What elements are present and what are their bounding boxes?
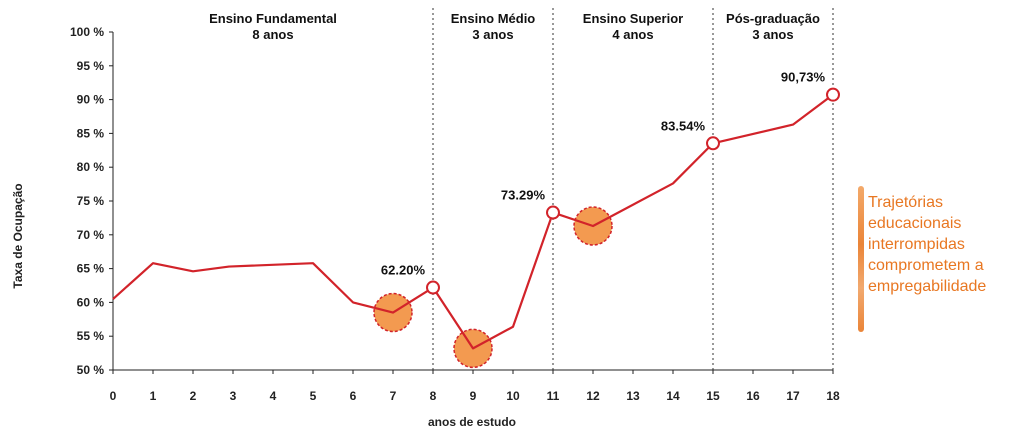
stage-duration: 3 anos [752, 27, 793, 42]
x-tick-label: 10 [506, 389, 520, 403]
y-tick-label: 50 % [77, 363, 105, 377]
y-tick-label: 70 % [77, 228, 105, 242]
stage-duration: 4 anos [612, 27, 653, 42]
point-value-label: 90,73% [781, 70, 826, 85]
x-tick-label: 5 [310, 389, 317, 403]
x-tick-label: 1 [150, 389, 157, 403]
point-value-label: 83.54% [661, 118, 706, 133]
x-axis-title: anos de estudo [428, 415, 516, 429]
side-note-line: empregabilidade [868, 278, 987, 295]
stage-name: Ensino Superior [583, 11, 683, 26]
y-tick-label: 100 % [70, 25, 104, 39]
stage-end-marker [426, 280, 440, 295]
x-tick-label: 4 [270, 389, 277, 403]
y-axis-ticks: 50 % 55 % 60 % 65 % 70 % 75 % 80 % 85 % 90 % 95 %… [70, 25, 113, 377]
stage-end-marker [546, 205, 560, 220]
y-tick-label: 55 % [77, 329, 105, 343]
x-tick-label: 17 [786, 389, 800, 403]
dropout-highlights [373, 206, 613, 369]
x-tick-label: 7 [390, 389, 397, 403]
x-tick-label: 16 [746, 389, 760, 403]
y-tick-label: 85 % [77, 126, 105, 140]
axes [112, 32, 833, 371]
side-note-line: Trajetórias [868, 194, 943, 211]
stage-name: Pós-graduação [726, 11, 820, 26]
y-tick-label: 95 % [77, 59, 105, 73]
point-labels: 62.20% 73.29% 83.54% 90,73% [381, 70, 826, 278]
y-tick-label: 60 % [77, 295, 105, 309]
side-note: Trajetórias educacionais interrompidas c… [858, 186, 1013, 332]
x-tick-label: 11 [547, 389, 560, 403]
y-tick-label: 65 % [77, 262, 105, 276]
x-tick-label: 18 [826, 389, 840, 403]
brush-stroke-decoration [858, 186, 864, 332]
series-line [112, 93, 834, 350]
x-tick-label: 0 [110, 389, 117, 403]
side-note-line: educacionais [868, 215, 962, 232]
stage-duration: 3 anos [472, 27, 513, 42]
x-tick-label: 12 [586, 389, 600, 403]
stage-end-markers [426, 87, 840, 295]
y-tick-label: 90 % [77, 93, 105, 107]
stage-end-marker [826, 87, 840, 102]
side-note-line: interrompidas [868, 236, 965, 253]
x-tick-label: 3 [230, 389, 237, 403]
stage-name: Ensino Médio [451, 11, 536, 26]
point-value-label: 73.29% [501, 188, 546, 203]
x-tick-label: 9 [470, 389, 477, 403]
series-lines [112, 93, 834, 350]
point-value-label: 62.20% [381, 263, 426, 278]
x-tick-label: 2 [190, 389, 197, 403]
x-tick-label: 6 [350, 389, 357, 403]
x-tick-label: 15 [706, 389, 720, 403]
x-tick-label: 13 [626, 389, 640, 403]
stage-duration: 8 anos [252, 27, 293, 42]
x-axis-ticks: 0 1 2 3 4 5 6 7 8 9 10 11 12 13 14 15 16 17 18 [110, 370, 840, 403]
stage-divider-lines [432, 8, 834, 370]
stage-end-marker [706, 136, 720, 151]
stage-name: Ensino Fundamental [209, 11, 337, 26]
x-tick-label: 8 [430, 389, 437, 403]
y-tick-label: 80 % [77, 160, 105, 174]
x-tick-label: 14 [666, 389, 680, 403]
side-note-line: comprometem a [868, 257, 984, 274]
y-axis-title: Taxa de Ocupação [11, 183, 25, 288]
y-tick-label: 75 % [77, 194, 105, 208]
